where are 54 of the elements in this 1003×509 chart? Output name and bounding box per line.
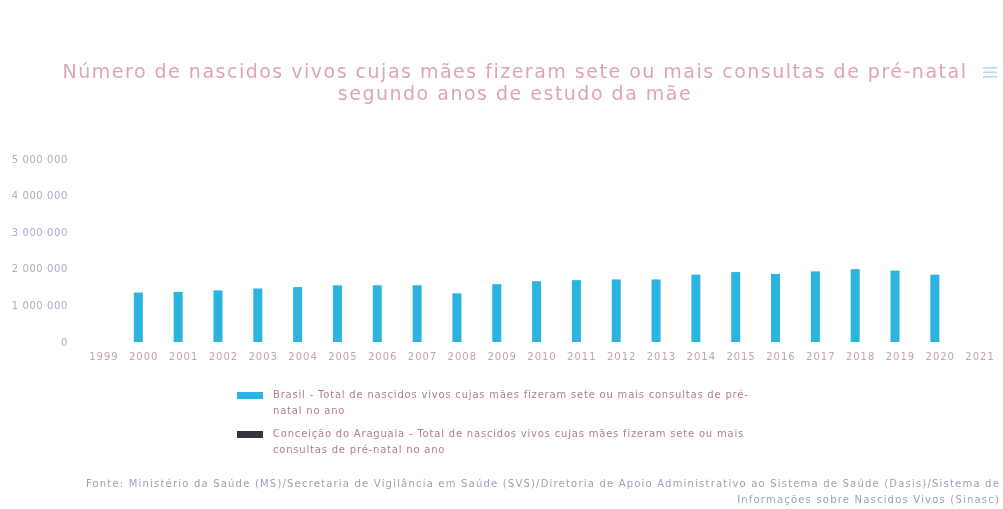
x-tick-label: 2016 — [766, 351, 796, 363]
x-tick-label: 2008 — [447, 351, 478, 363]
bar — [930, 274, 940, 342]
bar — [213, 290, 223, 342]
x-tick-label: 2020 — [925, 351, 955, 363]
bar — [651, 279, 661, 342]
x-tick-label: 2007 — [407, 351, 438, 363]
x-tick-label: 2015 — [726, 351, 756, 363]
bar — [173, 291, 183, 342]
y-tick-label: 0 — [61, 336, 68, 348]
bar — [133, 292, 143, 342]
bar — [372, 285, 382, 342]
x-tick-label: 2010 — [527, 351, 557, 363]
bar — [850, 269, 860, 342]
chart-title: Número de nascidos vivos cujas mães fizeram sete ou mais consultas de pré-natal segundo anos de estudo da mãe — [61, 60, 969, 104]
legend-label: Brasil - Total de nascidos vivos cujas mães fizeram sete ou mais consultas de pré-natal no ano — [273, 388, 750, 418]
y-tick-label: 5 000 000 — [11, 153, 68, 165]
bar — [532, 281, 542, 342]
bar — [691, 274, 701, 342]
bar — [731, 272, 741, 342]
x-tick-label: 2014 — [686, 351, 717, 363]
legend-label: Conceição do Araguaia - Total de nascidos vivos cujas mães fizeram sete ou mais consultas de pré-natal no ano — [273, 427, 746, 457]
bar — [492, 284, 502, 342]
x-tick-label: 2006 — [367, 351, 398, 363]
source-note: Fonte: Ministério da Saúde (MS)/Secretaria de Vigilância em Saúde (SVS)/Diretoria de Apoio Administrativo ao Sistema de Saúde (Dasis)/Sistema de Informações sobre Nascidos Vivos (Sinasc) — [84, 477, 1000, 507]
x-tick-label: 2017 — [806, 351, 836, 363]
bar — [611, 279, 621, 342]
x-tick-label: 2003 — [248, 351, 278, 363]
x-tick-label: 2012 — [606, 351, 637, 363]
bar — [293, 287, 303, 342]
x-tick-label: 2019 — [885, 351, 916, 363]
x-tick-label: 2004 — [288, 351, 318, 363]
y-tick-label: 3 000 000 — [11, 226, 68, 238]
x-tick-label: 2011 — [567, 351, 597, 363]
bar — [253, 288, 263, 342]
x-tick-label: 2001 — [168, 351, 199, 363]
bar — [332, 285, 342, 342]
bar — [412, 285, 422, 342]
y-tick-label: 2 000 000 — [11, 263, 68, 275]
x-tick-label: 2005 — [328, 351, 358, 363]
bar — [571, 280, 581, 342]
bar — [810, 271, 820, 342]
y-tick-label: 4 000 000 — [11, 190, 68, 202]
x-tick-label: 2009 — [487, 351, 517, 363]
bar — [452, 293, 462, 342]
bar — [890, 270, 900, 342]
x-tick-label: 2002 — [208, 351, 239, 363]
bar — [771, 273, 781, 342]
x-tick-label: 2021 — [965, 351, 995, 363]
x-tick-label: 2018 — [845, 351, 876, 363]
x-tick-label: 2000 — [129, 351, 159, 363]
y-tick-label: 1 000 000 — [11, 299, 68, 311]
x-tick-label: 1999 — [89, 351, 119, 363]
x-tick-label: 2013 — [646, 351, 677, 363]
